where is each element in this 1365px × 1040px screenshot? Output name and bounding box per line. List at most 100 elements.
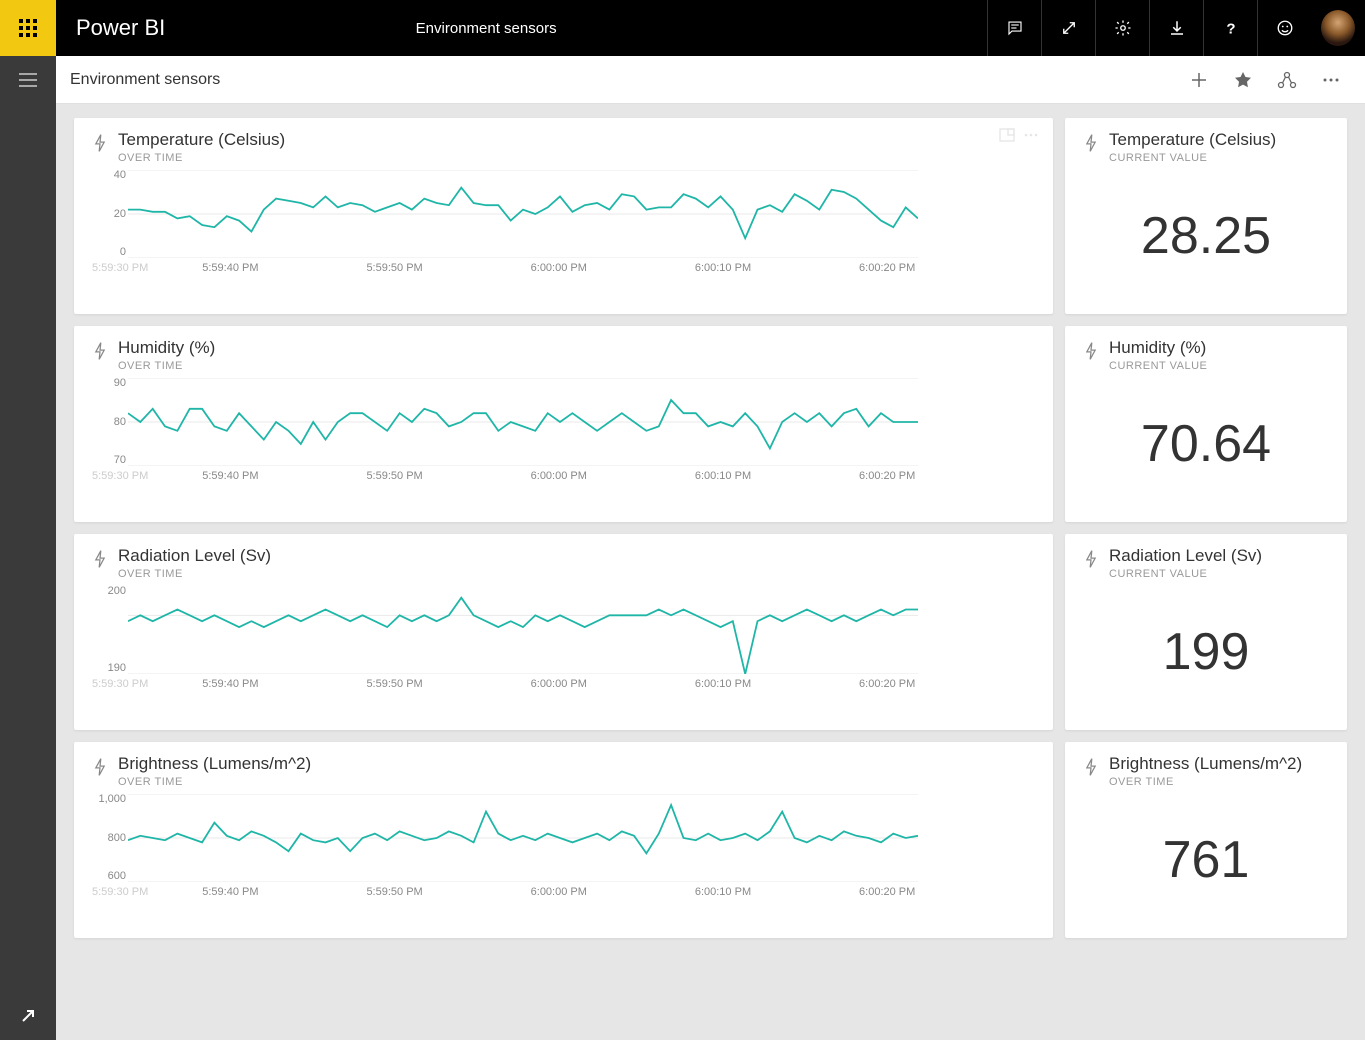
x-tick-label: 6:00:10 PM <box>641 262 805 274</box>
comments-button[interactable] <box>987 0 1041 56</box>
tile-header: Humidity (%)OVER TIME <box>92 338 1035 372</box>
gear-icon <box>1114 19 1132 37</box>
breadcrumb-bar: Environment sensors <box>56 56 1365 104</box>
tile-title: Humidity (%) <box>118 338 215 358</box>
x-tick-label: 5:59:50 PM <box>312 886 476 898</box>
sensor-row-humidity: Humidity (%)OVER TIME 9080705:59:30 PM5:5… <box>74 326 1347 522</box>
settings-button[interactable] <box>1095 0 1149 56</box>
line-chart <box>128 170 918 258</box>
chart-area: 9080705:59:30 PM5:59:40 PM5:59:50 PM6:00… <box>92 378 1035 506</box>
tile-header: Humidity (%) CURRENT VALUE <box>1083 338 1329 372</box>
value-tile-radiation[interactable]: Radiation Level (Sv)CURRENT VALUE199 <box>1065 534 1347 730</box>
x-tick-label: 5:59:30 PM <box>92 470 148 482</box>
avatar <box>1321 10 1355 46</box>
popout-icon <box>19 1007 37 1025</box>
comment-icon <box>1006 19 1024 37</box>
x-tick-label: 5:59:40 PM <box>148 886 312 898</box>
x-tick-label: 6:00:00 PM <box>477 678 641 690</box>
y-tick-label: 20 <box>86 209 126 220</box>
chart-tile-radiation[interactable]: Radiation Level (Sv)OVER TIME 2001905:59:… <box>74 534 1053 730</box>
dashboard-title: Environment sensors <box>0 20 987 37</box>
bolt-icon <box>1083 549 1099 569</box>
top-header: Power BI Environment sensors ? <box>0 0 1365 56</box>
bolt-icon <box>1083 341 1099 361</box>
x-tick-label: 6:00:20 PM <box>805 886 969 898</box>
tile-subtitle: OVER TIME <box>118 152 285 164</box>
current-value: 761 <box>1083 830 1329 890</box>
focus-icon[interactable] <box>999 128 1015 142</box>
x-axis-labels: 5:59:30 PM5:59:40 PM5:59:50 PM6:00:00 PM… <box>92 470 1035 482</box>
share-icon <box>1277 71 1297 89</box>
x-tick-label: 6:00:20 PM <box>805 262 969 274</box>
tile-title: Humidity (%) <box>1109 338 1207 358</box>
bolt-icon <box>92 341 108 361</box>
x-tick-label: 5:59:40 PM <box>148 678 312 690</box>
more-options-button[interactable] <box>1311 60 1351 100</box>
y-tick-label: 70 <box>86 455 126 466</box>
tile-subtitle: CURRENT VALUE <box>1109 360 1207 372</box>
tile-header: Radiation Level (Sv)OVER TIME <box>92 546 1035 580</box>
y-tick-label: 90 <box>86 378 126 389</box>
value-tile-brightness[interactable]: Brightness (Lumens/m^2) OVER TIME 761 <box>1065 742 1347 938</box>
add-tile-button[interactable] <box>1179 60 1219 100</box>
x-tick-label: 6:00:20 PM <box>805 470 969 482</box>
tile-title: Brightness (Lumens/m^2) <box>118 754 311 774</box>
tile-header: Brightness (Lumens/m^2) OVER TIME <box>92 754 1035 788</box>
feedback-button[interactable] <box>1257 0 1311 56</box>
tile-header: Radiation Level (Sv)CURRENT VALUE <box>1083 546 1329 580</box>
favorite-button[interactable] <box>1223 60 1263 100</box>
current-value: 28.25 <box>1083 206 1329 266</box>
x-tick-label: 5:59:40 PM <box>148 262 312 274</box>
tile-header: Temperature (Celsius)CURRENT VALUE <box>1083 130 1329 164</box>
sidebar-popout-button[interactable] <box>0 992 56 1040</box>
x-axis-labels: 5:59:30 PM5:59:40 PM5:59:50 PM6:00:00 PM… <box>92 678 1035 690</box>
sensor-row-temperature: Temperature (Celsius)OVER TIME402005:59:… <box>74 118 1347 314</box>
profile-button[interactable] <box>1311 0 1365 56</box>
plus-icon <box>1190 71 1208 89</box>
chart-area: 2001905:59:30 PM5:59:40 PM5:59:50 PM6:00… <box>92 586 1035 714</box>
chart-tile-humidity[interactable]: Humidity (%)OVER TIME 9080705:59:30 PM5:5… <box>74 326 1053 522</box>
tile-title: Temperature (Celsius) <box>118 130 285 150</box>
sensor-row-brightness: Brightness (Lumens/m^2) OVER TIME 1,000 800… <box>74 742 1347 938</box>
x-tick-label: 5:59:40 PM <box>148 470 312 482</box>
ellipsis-icon <box>1322 71 1340 89</box>
bolt-icon <box>92 133 108 153</box>
x-tick-label: 5:59:30 PM <box>92 678 148 690</box>
tile-title: Radiation Level (Sv) <box>1109 546 1262 566</box>
chart-tile-brightness[interactable]: Brightness (Lumens/m^2) OVER TIME 1,000 800… <box>74 742 1053 938</box>
download-icon <box>1168 19 1186 37</box>
y-axis-labels: 40 20 0 <box>86 170 126 258</box>
page-actions <box>1179 60 1351 100</box>
x-tick-label: 5:59:50 PM <box>312 678 476 690</box>
tile-header: Brightness (Lumens/m^2) OVER TIME <box>1083 754 1329 788</box>
tile-header: Temperature (Celsius) OVER TIME <box>92 130 1035 164</box>
value-tile-humidity[interactable]: Humidity (%) CURRENT VALUE 70.64 <box>1065 326 1347 522</box>
line-chart <box>128 378 918 466</box>
line-chart <box>128 794 918 882</box>
y-tick-label: 0 <box>86 247 126 258</box>
line-chart <box>128 586 918 674</box>
chart-area: 402005:59:30 PM5:59:40 PM5:59:50 PM6:00:… <box>92 170 1035 298</box>
download-button[interactable] <box>1149 0 1203 56</box>
current-value: 70.64 <box>1083 414 1329 474</box>
page-title: Environment sensors <box>70 71 220 89</box>
tile-title: Brightness (Lumens/m^2) <box>1109 754 1302 774</box>
y-tick-label: 600 <box>86 871 126 882</box>
y-tick-label: 800 <box>86 833 126 844</box>
tile-subtitle: OVER TIME <box>1109 776 1302 788</box>
x-tick-label: 5:59:50 PM <box>312 262 476 274</box>
svg-text:?: ? <box>1226 20 1235 37</box>
chart-tile-temperature[interactable]: Temperature (Celsius)OVER TIME402005:59:… <box>74 118 1053 314</box>
tile-subtitle: OVER TIME <box>118 776 311 788</box>
subscribe-button[interactable] <box>1267 60 1307 100</box>
fullscreen-button[interactable] <box>1041 0 1095 56</box>
tile-ellipsis-icon[interactable] <box>1023 128 1039 142</box>
y-tick-label: 40 <box>86 170 126 181</box>
nav-toggle-button[interactable] <box>0 56 56 104</box>
tile-hover-actions <box>999 128 1039 142</box>
help-button[interactable]: ? <box>1203 0 1257 56</box>
star-icon <box>1234 71 1252 89</box>
x-tick-label: 6:00:00 PM <box>477 470 641 482</box>
y-tick-label: 1,000 <box>86 794 126 805</box>
value-tile-temperature[interactable]: Temperature (Celsius)CURRENT VALUE 28.25 <box>1065 118 1347 314</box>
